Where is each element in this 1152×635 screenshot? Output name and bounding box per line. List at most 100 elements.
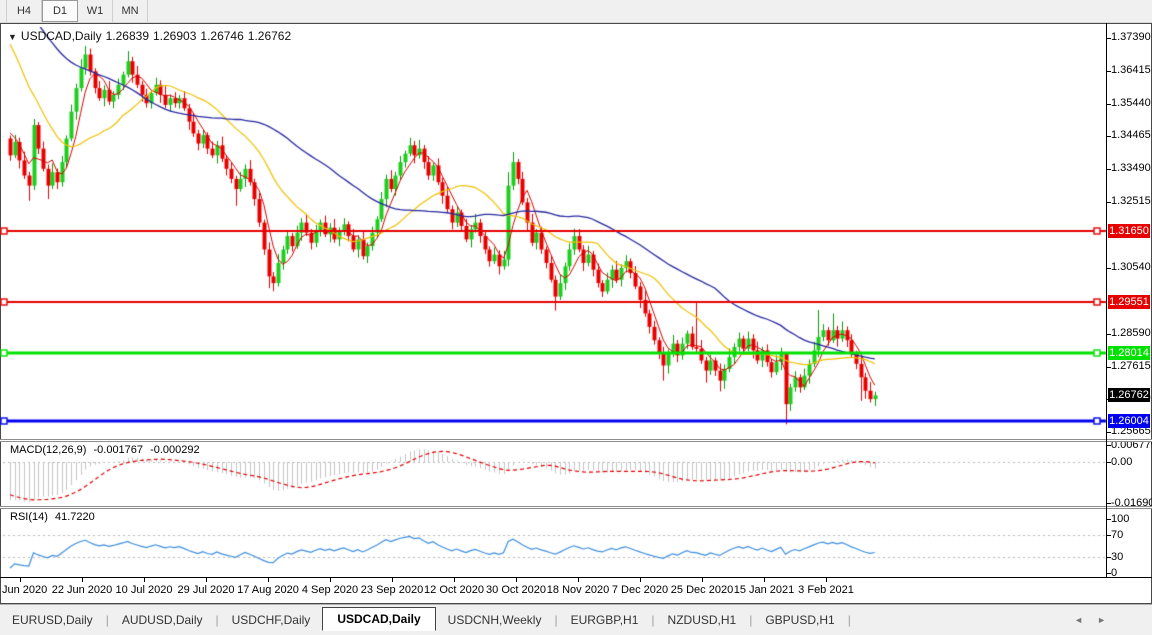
date-tick — [20, 578, 21, 582]
tab-usdchf-daily[interactable]: USDCHF,Daily — [231, 613, 311, 627]
price-axis-line[interactable] — [1106, 23, 1107, 577]
ohlc-low: 1.26746 — [200, 29, 244, 43]
symbol-tab-bar: EURUSD,Daily | AUDUSD,Daily | USDCHF,Dai… — [0, 604, 1152, 635]
main-chart-canvas[interactable] — [0, 23, 1152, 603]
resistance-level-badge: 1.31650 — [1108, 224, 1150, 238]
macd-scale-label: 0.006779 — [1111, 439, 1152, 452]
panel-separator-light — [0, 507, 1152, 508]
price-axis-label: 1.33490 — [1111, 162, 1151, 175]
date-label: 23 Sep 2020 — [360, 584, 424, 596]
date-tick — [578, 578, 579, 582]
tab-separator: | — [749, 613, 753, 627]
tab-usdcnh-weekly[interactable]: USDCNH,Weekly — [447, 613, 542, 627]
date-label: 4 Sep 2020 — [301, 584, 359, 596]
time-axis-line — [0, 577, 1152, 578]
support-level-badge-blue: 1.26004 — [1108, 413, 1150, 428]
price-axis-label: 1.35440 — [1111, 96, 1151, 109]
date-label: 18 Nov 2020 — [546, 584, 610, 596]
price-axis-label: 1.36415 — [1111, 63, 1151, 76]
date-label: 12 Oct 2020 — [424, 584, 484, 596]
price-axis-label: 1.34465 — [1111, 129, 1151, 142]
date-tick — [454, 578, 455, 582]
tab-gbpusd-h1[interactable]: GBPUSD,H1 — [765, 613, 835, 627]
date-tick — [206, 578, 207, 582]
price-tick — [1106, 334, 1111, 335]
date-tick — [82, 578, 83, 582]
date-tick — [268, 578, 269, 582]
timeframe-toolbar: H4 D1 W1 MN — [0, 0, 1152, 23]
tab-separator: | — [651, 613, 655, 627]
timeframe-button-w1[interactable]: W1 — [78, 0, 113, 22]
chart-title-line: ▼ USDCAD,Daily 1.26839 1.26903 1.26746 1.2676… — [8, 29, 295, 43]
date-tick — [764, 578, 765, 582]
date-label: 3 Jun 2020 — [0, 584, 48, 596]
panel-separator[interactable] — [0, 506, 1152, 507]
rsi-value: 41.7220 — [54, 511, 95, 523]
tab-separator: | — [215, 613, 219, 627]
tab-eurusd-daily[interactable]: EURUSD,Daily — [12, 613, 93, 627]
tab-separator: | — [847, 613, 851, 627]
tab-scroll-arrows: ◄ ► — [1074, 615, 1106, 625]
price-tick — [1106, 557, 1111, 558]
panel-separator — [0, 441, 1152, 442]
panel-separator — [0, 508, 1152, 509]
macd-signal-value: -0.000292 — [150, 444, 200, 456]
price-axis-label: 1.30540 — [1111, 261, 1151, 274]
price-tick — [1106, 432, 1111, 433]
date-tick — [144, 578, 145, 582]
tab-audusd-daily[interactable]: AUDUSD,Daily — [121, 613, 203, 627]
rsi-indicator-name: RSI(14) — [10, 511, 48, 523]
price-axis-label: 1.25665 — [1111, 425, 1151, 438]
date-label: 30 Oct 2020 — [486, 584, 546, 596]
price-tick — [1106, 445, 1111, 446]
tab-nzdusd-h1[interactable]: NZDUSD,H1 — [667, 613, 737, 627]
price-tick — [1106, 462, 1111, 463]
price-axis-label: 1.37390 — [1111, 31, 1151, 43]
price-tick — [1106, 136, 1111, 137]
timeframe-button-d1[interactable]: D1 — [42, 0, 78, 22]
price-tick — [1106, 71, 1111, 72]
date-label: 15 Jan 2021 — [733, 584, 795, 596]
tab-scroll-left-icon[interactable]: ◄ — [1074, 615, 1084, 625]
timeframe-button-mn[interactable]: MN — [113, 0, 148, 22]
macd-value: -0.001767 — [93, 444, 144, 456]
rsi-scale-label: 70 — [1111, 529, 1124, 542]
price-tick — [1106, 573, 1111, 574]
price-tick — [1106, 503, 1111, 504]
ohlc-close: 1.26762 — [247, 29, 292, 43]
date-label: 29 Jul 2020 — [177, 584, 235, 596]
price-axis-label: 1.28590 — [1111, 326, 1151, 339]
date-tick — [702, 578, 703, 582]
rsi-scale-label: 100 — [1111, 513, 1130, 525]
tab-eurgbp-h1[interactable]: EURGBP,H1 — [570, 613, 639, 627]
panel-separator[interactable] — [0, 439, 1152, 440]
tab-scroll-right-icon[interactable]: ► — [1097, 615, 1106, 625]
tab-usdcad-daily-active[interactable]: USDCAD,Daily — [322, 607, 436, 631]
current-price-badge: 1.26762 — [1108, 388, 1150, 403]
price-tick — [1106, 519, 1111, 520]
date-tick — [330, 578, 331, 582]
ohlc-high: 1.26903 — [153, 29, 197, 43]
price-tick — [1106, 202, 1111, 203]
timeframe-button-h4[interactable]: H4 — [6, 0, 42, 22]
price-tick — [1106, 268, 1111, 269]
date-tick — [392, 578, 393, 582]
macd-label-line: MACD(12,26,9) -0.001767 -0.000292 — [10, 444, 200, 456]
tab-separator: | — [554, 613, 558, 627]
rsi-scale-label: 0 — [1111, 567, 1118, 579]
tab-separator: | — [105, 613, 109, 627]
rsi-scale-label: 30 — [1111, 550, 1124, 563]
panel-separator-light — [0, 440, 1152, 441]
price-axis-label: 1.27615 — [1111, 359, 1151, 372]
dropdown-triangle-icon[interactable]: ▼ — [8, 32, 17, 42]
date-label: 7 Dec 2020 — [611, 584, 669, 596]
date-tick — [640, 578, 641, 582]
date-label: 22 Jun 2020 — [51, 584, 113, 596]
price-tick — [1106, 367, 1111, 368]
price-tick — [1106, 38, 1111, 39]
macd-indicator-name: MACD(12,26,9) — [10, 444, 87, 456]
price-tick — [1106, 104, 1111, 105]
price-axis-label: 1.32515 — [1111, 194, 1151, 207]
date-tick — [516, 578, 517, 582]
resistance-level-badge: 1.29551 — [1108, 294, 1150, 309]
